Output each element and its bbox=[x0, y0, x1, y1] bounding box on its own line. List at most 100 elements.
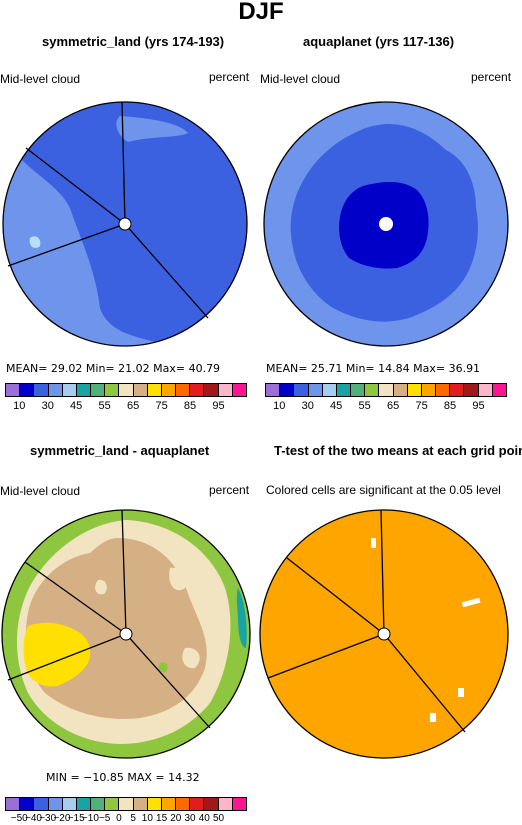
panel1-field-outer-top bbox=[116, 116, 188, 142]
colorbar-swatch bbox=[20, 384, 35, 396]
panel1-units-label: percent bbox=[209, 70, 250, 84]
colorbar-tick-label: 30 bbox=[41, 400, 54, 412]
colorbar-swatch bbox=[161, 798, 177, 810]
colorbar-tick-label: 15 bbox=[156, 813, 168, 824]
colorbar-swatch bbox=[204, 384, 219, 396]
colorbar-swatch bbox=[464, 384, 479, 396]
colorbar-tick-label: −30 bbox=[39, 813, 57, 824]
panel3-variable-label: Mid-level cloud bbox=[0, 484, 81, 498]
panel1-variable-label: Mid-level cloud bbox=[0, 72, 81, 86]
colorbar-tick-label: 45 bbox=[330, 400, 343, 412]
panel3-field-teal bbox=[236, 588, 247, 648]
panel4-nonsignificant-cell3 bbox=[458, 688, 464, 697]
colorbar-swatch bbox=[34, 384, 49, 396]
colorbar-swatch bbox=[133, 798, 148, 810]
colorbar-swatch bbox=[76, 798, 92, 810]
panel2-stats: MEAN= 25.71 Min= 14.84 Max= 36.91 bbox=[266, 362, 481, 375]
colorbar-swatch bbox=[119, 384, 134, 396]
colorbar-tick-label: 50 bbox=[212, 813, 225, 824]
colorbar-swatch bbox=[232, 384, 246, 396]
panel4-polar-map bbox=[259, 509, 509, 759]
colorbar-swatch bbox=[6, 798, 21, 810]
panel2-polar-map bbox=[263, 101, 509, 347]
colorbar-tick-label: 30 bbox=[301, 400, 314, 412]
colorbar-tick-label: 20 bbox=[170, 813, 182, 824]
colorbar-tick-label: 30 bbox=[184, 813, 196, 824]
colorbar-swatch bbox=[204, 798, 219, 810]
colorbar-swatch bbox=[379, 384, 394, 396]
panel2-pole-marker bbox=[379, 217, 393, 231]
figure-title: DJF bbox=[238, 0, 284, 25]
colorbar-tick-label: 75 bbox=[155, 400, 168, 412]
colorbar-swatch bbox=[48, 384, 63, 396]
panel4-subtitle: Colored cells are significant at the 0.0… bbox=[266, 483, 501, 497]
colorbar-swatch bbox=[322, 384, 337, 396]
panel1-polar-map bbox=[2, 101, 248, 347]
colorbar-tick-label: 85 bbox=[443, 400, 457, 412]
colorbar-swatch bbox=[91, 798, 106, 810]
colorbar-tick-label: 95 bbox=[212, 400, 225, 412]
colorbar-swatch bbox=[147, 798, 162, 810]
colorbar-tick-label: 65 bbox=[126, 400, 140, 412]
colorbar-tick-label: −20 bbox=[53, 813, 71, 824]
panel1-colorbar bbox=[5, 383, 247, 397]
panel4-title: T-test of the two means at each grid poi… bbox=[274, 443, 522, 458]
colorbar-swatch bbox=[176, 384, 191, 396]
colorbar-swatch bbox=[76, 384, 92, 396]
panel4-nonsignificant-cell4 bbox=[430, 713, 436, 722]
colorbar-swatch bbox=[91, 384, 106, 396]
colorbar-tick-label: 5 bbox=[130, 813, 136, 824]
colorbar-swatch bbox=[421, 384, 437, 396]
colorbar-tick-label: 45 bbox=[70, 400, 83, 412]
panel1-field-light bbox=[29, 236, 41, 248]
panel3-colorbar-labels: −50 −40 −30 −20 −15 −10 −5 0 5 10 15 20 30 40 50 bbox=[5, 813, 247, 825]
panel3-field-cream-island2 bbox=[95, 579, 107, 595]
colorbar-swatch bbox=[161, 384, 177, 396]
colorbar-swatch bbox=[393, 384, 408, 396]
colorbar-swatch bbox=[351, 384, 366, 396]
colorbar-tick-label: 85 bbox=[183, 400, 197, 412]
colorbar-swatch bbox=[190, 798, 205, 810]
panel4-pole-marker bbox=[377, 627, 391, 641]
panel3-stats: MIN = −10.85 MAX = 14.32 bbox=[46, 771, 200, 784]
colorbar-tick-label: 55 bbox=[358, 400, 371, 412]
colorbar-swatch bbox=[218, 798, 233, 810]
colorbar-tick-label: −15 bbox=[67, 813, 85, 824]
colorbar-tick-label: 75 bbox=[415, 400, 428, 412]
colorbar-tick-label: −10 bbox=[81, 813, 99, 824]
colorbar-tick-label: 10 bbox=[273, 400, 286, 412]
colorbar-swatch bbox=[407, 384, 422, 396]
colorbar-swatch bbox=[308, 384, 323, 396]
panel1-pole-marker bbox=[118, 217, 132, 231]
panel3-field-green-spot bbox=[158, 662, 168, 673]
colorbar-tick-label: 55 bbox=[98, 400, 111, 412]
colorbar-swatch bbox=[190, 384, 205, 396]
panel3-field-cream-island1 bbox=[169, 567, 187, 591]
colorbar-swatch bbox=[48, 798, 63, 810]
colorbar-tick-label: −50 bbox=[10, 813, 28, 824]
colorbar-swatch bbox=[336, 384, 352, 396]
colorbar-swatch bbox=[232, 798, 246, 810]
colorbar-swatch bbox=[280, 384, 295, 396]
panel2-colorbar bbox=[265, 383, 507, 397]
panel1-title: symmetric_land (yrs 174-193) bbox=[42, 34, 225, 49]
panel1-field-outer bbox=[3, 138, 175, 346]
colorbar-swatch bbox=[62, 798, 77, 810]
colorbar-swatch bbox=[266, 384, 281, 396]
colorbar-tick-label: 40 bbox=[198, 813, 210, 824]
colorbar-swatch bbox=[105, 798, 120, 810]
colorbar-swatch bbox=[218, 384, 233, 396]
panel4-nonsignificant-cell2 bbox=[461, 597, 481, 608]
panel3-units-label: percent bbox=[209, 483, 250, 497]
colorbar-swatch bbox=[450, 384, 465, 396]
panel1-colorbar-labels: 10 30 45 55 65 75 85 95 bbox=[5, 400, 247, 414]
colorbar-swatch bbox=[176, 798, 191, 810]
colorbar-tick-label: 65 bbox=[386, 400, 400, 412]
panel2-units-label: percent bbox=[471, 70, 512, 84]
colorbar-swatch bbox=[34, 798, 49, 810]
colorbar-tick-label: −5 bbox=[98, 813, 111, 824]
colorbar-swatch bbox=[492, 384, 506, 396]
panel3-title: symmetric_land - aquaplanet bbox=[30, 443, 210, 458]
colorbar-swatch bbox=[478, 384, 493, 396]
panel3-pole-marker bbox=[119, 627, 133, 641]
